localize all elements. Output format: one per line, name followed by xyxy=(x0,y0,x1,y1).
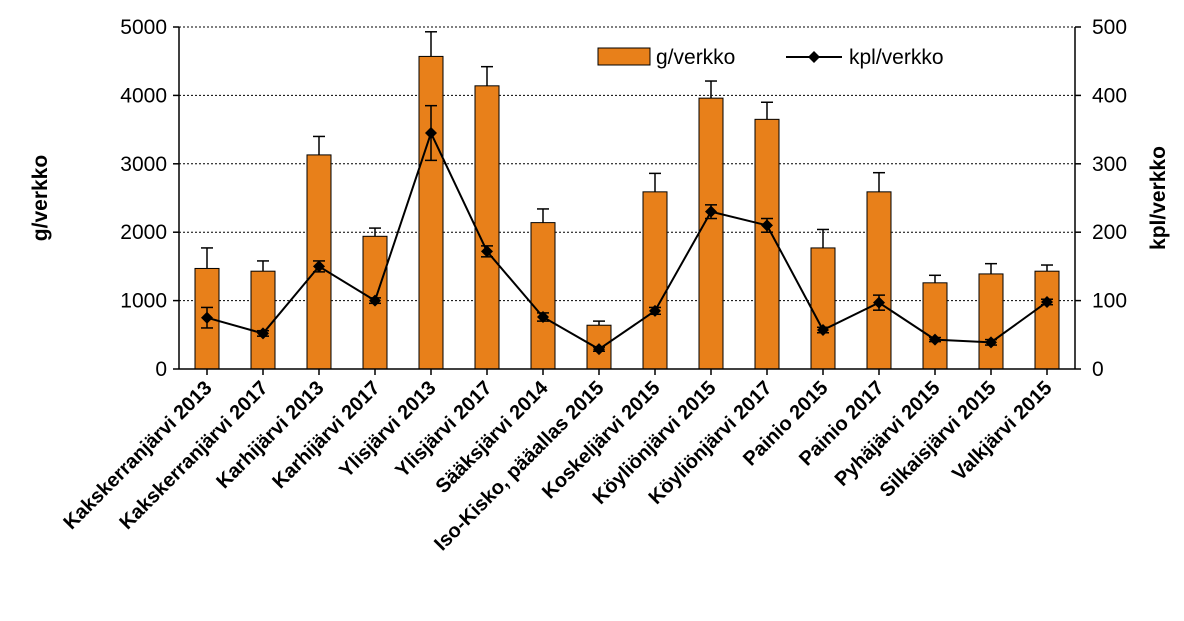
data-point xyxy=(1041,295,1053,308)
bar xyxy=(978,273,1004,370)
right-tick-label: 100 xyxy=(1092,290,1127,313)
data-point xyxy=(873,296,885,309)
category-label: Ylisjärvi 2013 xyxy=(335,377,440,482)
axes xyxy=(173,26,1081,375)
bar-series xyxy=(194,31,1060,370)
data-point xyxy=(257,327,269,340)
bar xyxy=(810,247,836,370)
legend: g/verkko kpl/verkko xyxy=(597,46,944,69)
bar xyxy=(418,55,444,370)
bar xyxy=(250,270,276,370)
line-series xyxy=(201,104,1053,356)
right-tick-label: 500 xyxy=(1092,16,1127,39)
data-point xyxy=(369,294,381,307)
legend-bar-label: g/verkko xyxy=(656,46,735,69)
left-tick-label: 1000 xyxy=(120,290,167,313)
bar xyxy=(530,222,556,370)
left-tick-label: 4000 xyxy=(120,84,167,107)
bar xyxy=(474,85,500,370)
data-point xyxy=(593,343,605,356)
data-point xyxy=(537,311,549,324)
data-point xyxy=(201,311,213,324)
left-tick-label: 5000 xyxy=(120,16,167,39)
legend-line-marker xyxy=(808,51,820,63)
data-point xyxy=(705,205,717,218)
bar xyxy=(754,118,780,370)
legend-line-label: kpl/verkko xyxy=(849,46,944,69)
bar xyxy=(698,97,724,370)
left-tick-label: 0 xyxy=(155,358,167,381)
left-tick-labels: 0 1000 2000 3000 4000 5000 xyxy=(120,16,167,381)
left-tick-label: 3000 xyxy=(120,153,167,176)
right-axis-title: kpl/verkko xyxy=(1147,146,1170,250)
data-point xyxy=(481,245,493,258)
line-path xyxy=(206,130,1048,351)
data-point xyxy=(761,219,773,232)
category-label: Ylisjärvi 2017 xyxy=(391,377,496,482)
legend-bar-swatch xyxy=(597,47,651,66)
category-label: Valkjärvi 2015 xyxy=(948,377,1056,485)
data-point xyxy=(649,304,661,317)
data-point xyxy=(313,260,325,273)
right-tick-labels: 0 100 200 300 400 500 xyxy=(1092,16,1127,381)
data-point xyxy=(425,127,437,140)
bar xyxy=(642,191,668,370)
left-tick-label: 2000 xyxy=(120,221,167,244)
data-point xyxy=(929,333,941,346)
bar xyxy=(866,191,892,370)
right-tick-label: 200 xyxy=(1092,221,1127,244)
bar xyxy=(1034,270,1060,370)
bar xyxy=(922,282,948,370)
left-axis-title: g/verkko xyxy=(29,155,52,241)
right-tick-label: 300 xyxy=(1092,153,1127,176)
bar xyxy=(586,324,612,370)
right-tick-label: 400 xyxy=(1092,84,1127,107)
right-tick-label: 0 xyxy=(1092,358,1104,381)
data-point xyxy=(817,324,829,337)
data-point xyxy=(985,336,997,349)
